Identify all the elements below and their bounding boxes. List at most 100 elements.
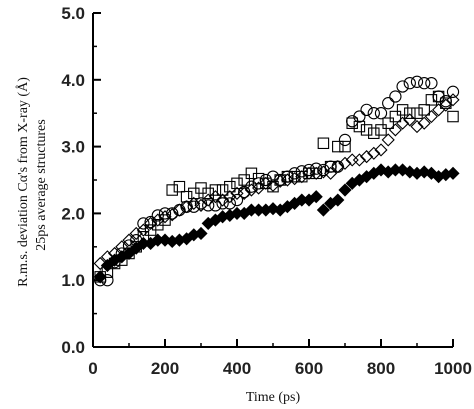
data-point bbox=[389, 110, 402, 123]
ticks: 0 200 400 600 800 1000 0.0 1.0 2.0 3.0 4.0 5.0 bbox=[61, 4, 472, 378]
data-point bbox=[136, 223, 150, 237]
data-point bbox=[244, 183, 258, 197]
data-point bbox=[187, 196, 201, 210]
data-point bbox=[273, 174, 287, 188]
data-point bbox=[424, 166, 438, 180]
data-point bbox=[417, 116, 431, 130]
data-point bbox=[338, 156, 352, 170]
data-point bbox=[432, 90, 445, 103]
x-tick-label: 600 bbox=[295, 359, 323, 378]
data-point bbox=[324, 166, 338, 180]
data-point bbox=[180, 190, 193, 203]
data-point bbox=[381, 133, 395, 147]
data-point bbox=[396, 104, 409, 116]
data-point bbox=[237, 186, 251, 200]
data-point bbox=[317, 163, 330, 177]
data-point bbox=[173, 180, 186, 193]
x-tick-label: 800 bbox=[367, 359, 395, 378]
x-tick-label: 0 bbox=[88, 359, 97, 378]
data-point bbox=[403, 76, 416, 90]
data-point bbox=[280, 173, 294, 187]
y-tick-label: 1.0 bbox=[61, 271, 85, 290]
series-diamond-3 bbox=[93, 163, 460, 284]
data-point bbox=[281, 170, 294, 183]
data-point bbox=[288, 172, 302, 186]
data-point bbox=[209, 184, 222, 196]
data-point bbox=[93, 256, 107, 271]
data-point bbox=[209, 199, 222, 212]
data-point bbox=[360, 150, 374, 164]
data-point bbox=[331, 160, 345, 174]
data-point bbox=[374, 163, 388, 177]
data-point bbox=[332, 140, 344, 153]
data-point bbox=[180, 200, 194, 214]
y-tick-label: 4.0 bbox=[61, 71, 85, 90]
data-point bbox=[396, 116, 410, 130]
x-tick-label: 400 bbox=[223, 359, 251, 378]
data-point bbox=[410, 75, 424, 88]
x-tick-label: 1000 bbox=[434, 359, 472, 378]
data-point bbox=[216, 184, 229, 196]
data-point bbox=[396, 163, 410, 177]
data-point bbox=[230, 193, 244, 207]
data-point bbox=[137, 217, 150, 230]
y-tick-label: 0.0 bbox=[61, 338, 85, 357]
data-point bbox=[194, 197, 208, 210]
data-point bbox=[439, 98, 453, 112]
data-point bbox=[375, 124, 387, 136]
data-point bbox=[346, 117, 358, 129]
data-point bbox=[295, 170, 309, 184]
data-point bbox=[404, 107, 416, 119]
data-point bbox=[122, 233, 136, 247]
data-point bbox=[202, 199, 215, 212]
data-point bbox=[201, 193, 215, 207]
data-point bbox=[187, 200, 200, 213]
data-point bbox=[172, 203, 186, 217]
data-point bbox=[129, 226, 143, 241]
data-point bbox=[309, 166, 323, 180]
data-point bbox=[317, 137, 330, 150]
data-point bbox=[93, 270, 107, 284]
data-point bbox=[360, 124, 373, 136]
data-point bbox=[144, 216, 158, 230]
data-point bbox=[367, 146, 381, 160]
data-point bbox=[151, 213, 165, 227]
data-point bbox=[403, 113, 417, 127]
data-point bbox=[159, 214, 171, 226]
data-point bbox=[309, 190, 323, 204]
y-tick-label: 2.0 bbox=[61, 204, 85, 223]
x-tick-label: 200 bbox=[151, 359, 179, 378]
data-point bbox=[231, 177, 243, 190]
data-point bbox=[166, 207, 179, 220]
data-point bbox=[374, 107, 388, 120]
data-point bbox=[316, 165, 330, 179]
data-point bbox=[166, 184, 178, 196]
data-point bbox=[338, 183, 352, 197]
y-tick-label: 5.0 bbox=[61, 4, 85, 23]
data-point bbox=[208, 190, 222, 204]
series-diamond-2 bbox=[93, 93, 460, 271]
data-point bbox=[339, 140, 351, 153]
data-point bbox=[223, 190, 237, 204]
data-point bbox=[158, 210, 172, 224]
data-point bbox=[144, 215, 157, 229]
data-point bbox=[389, 90, 402, 103]
data-point bbox=[418, 76, 431, 90]
data-point bbox=[382, 97, 395, 110]
data-point bbox=[388, 123, 402, 137]
data-point bbox=[259, 176, 273, 190]
data-point bbox=[338, 133, 352, 147]
data-point bbox=[353, 120, 366, 133]
data-point bbox=[374, 143, 388, 157]
data-point bbox=[238, 174, 250, 186]
data-point bbox=[316, 203, 330, 217]
data-point bbox=[122, 246, 136, 261]
data-point bbox=[352, 153, 366, 167]
data-point bbox=[446, 93, 460, 107]
y-axis-subtitle: 25ps average structures bbox=[34, 119, 49, 250]
data-point bbox=[194, 198, 208, 212]
data-point bbox=[194, 226, 208, 241]
x-axis-title: Time (ps) bbox=[246, 390, 301, 405]
